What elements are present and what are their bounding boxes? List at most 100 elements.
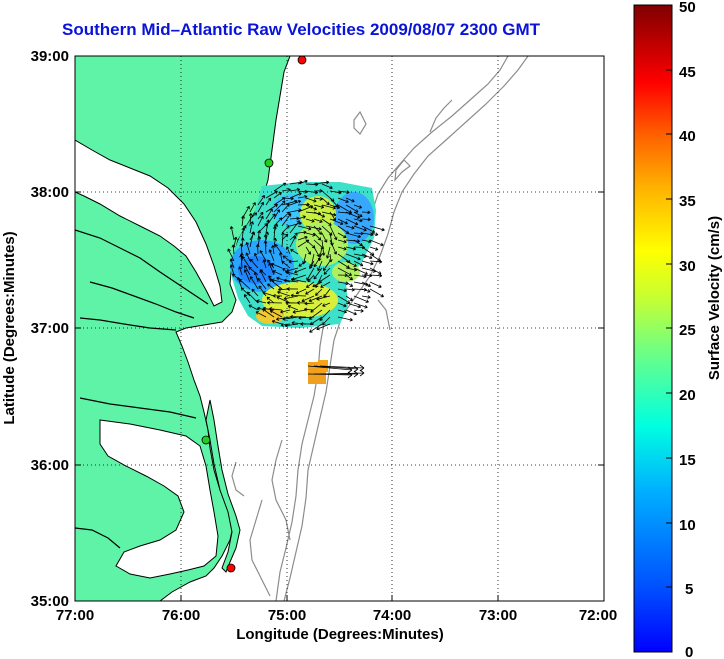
velocity-arrow — [313, 197, 323, 201]
velocity-arrow — [329, 239, 338, 255]
velocity-arrow — [353, 239, 363, 247]
velocity-arrow — [227, 248, 235, 262]
velocity-arrow — [361, 217, 371, 222]
velocity-arrow — [251, 288, 259, 297]
velocity-arrow — [283, 278, 299, 283]
velocity-arrow — [294, 267, 307, 274]
velocity-arrow — [321, 183, 333, 190]
station-marker — [201, 435, 211, 445]
velocity-arrow — [369, 225, 385, 232]
velocity-arrow — [322, 260, 331, 271]
velocity-arrow — [277, 290, 291, 297]
colorbar-ticks — [666, 4, 672, 588]
velocity-arrow — [298, 315, 315, 320]
velocity-arrow — [280, 309, 291, 314]
velocity-arrow — [313, 211, 326, 218]
velocity-arrow — [305, 232, 316, 237]
velocity-arrow — [241, 256, 251, 269]
velocity-arrow — [289, 192, 302, 199]
velocity-arrow — [369, 281, 382, 288]
velocity-arrow — [257, 201, 264, 213]
velocity-arrow — [290, 248, 299, 255]
velocity-arrow — [272, 270, 283, 276]
velocity-arrow — [241, 227, 246, 241]
velocity-arrow — [273, 197, 286, 206]
outer-banks — [205, 399, 241, 573]
tick-marks — [75, 191, 604, 601]
velocity-arrow — [249, 258, 259, 269]
velocity-arrow — [305, 225, 322, 231]
velocity-arrow — [282, 316, 299, 321]
velocity-arrow — [361, 281, 371, 287]
velocity-arrow — [329, 225, 338, 241]
velocity-arrow — [297, 205, 314, 213]
velocity-arrow — [304, 307, 315, 312]
velocity-arrow — [270, 262, 283, 269]
velocity-arrow — [345, 287, 355, 292]
velocity-arrow — [337, 197, 349, 204]
velocity-arrow — [369, 259, 383, 264]
velocity-arrow — [301, 295, 315, 303]
velocity-arrow — [353, 308, 364, 313]
velocity-arrow — [319, 369, 365, 377]
x-tick-label: 76:00 — [162, 607, 200, 624]
velocity-arrow — [289, 235, 297, 248]
velocity-arrow — [321, 239, 326, 256]
velocity-arrow — [262, 308, 275, 318]
velocity-arrow — [297, 239, 310, 248]
velocity-arrow — [337, 246, 347, 251]
velocity-arrow — [308, 295, 323, 303]
velocity-arrow — [281, 188, 291, 192]
velocity-arrow — [345, 204, 359, 213]
velocity-arrow — [259, 250, 267, 262]
velocity-arrow — [369, 239, 384, 247]
velocity-arrow — [229, 264, 235, 276]
velocity-arrow — [244, 264, 251, 276]
velocity-arrow — [248, 212, 253, 227]
velocity-arrow — [361, 295, 371, 299]
velocity-arrow — [257, 211, 264, 220]
velocity-arrow — [304, 301, 315, 306]
colorbar-tick-label: 5 — [685, 581, 693, 598]
velocity-arrow — [297, 179, 308, 185]
velocity-arrow — [337, 288, 347, 293]
velocity-arrow — [345, 232, 361, 239]
velocity-arrow — [321, 204, 336, 210]
velocity-arrow — [353, 211, 363, 218]
velocity-arrow — [290, 314, 307, 319]
velocity-arrow — [288, 259, 299, 264]
velocity-arrow — [231, 244, 236, 255]
river-potomac — [75, 229, 209, 305]
velocity-arrow — [345, 211, 361, 219]
velocity-arrow — [313, 204, 325, 209]
x-axis-label: Longitude (Degrees:Minutes) — [236, 626, 444, 643]
velocity-arrow — [253, 252, 259, 262]
velocity-arrow — [297, 194, 308, 199]
velocity-arrow — [285, 270, 299, 276]
velocity-arrow — [262, 291, 275, 297]
velocity-arrow — [345, 197, 355, 203]
velocity-arrow — [236, 276, 243, 290]
velocity-arrow — [257, 195, 265, 206]
velocity-arrow — [229, 258, 235, 269]
velocity-arrow — [305, 204, 317, 211]
velocity-arrow — [325, 246, 331, 259]
velocity-arrow — [273, 200, 286, 213]
velocity-arrow — [353, 267, 368, 275]
velocity-arrow — [345, 218, 359, 226]
velocity-arrow — [312, 281, 323, 288]
velocity-arrow — [238, 278, 251, 290]
velocity-arrow — [268, 262, 275, 276]
velocity-arrow — [243, 294, 251, 304]
velocity-arrow — [369, 273, 383, 278]
colorbar-label: Surface Velocity (cm/s) — [706, 216, 723, 380]
velocity-arrow — [280, 323, 291, 327]
velocity-arrow — [321, 197, 330, 206]
velocity-arrow — [306, 281, 315, 288]
velocity-arrow — [353, 204, 363, 209]
velocity-arrow — [309, 260, 315, 269]
x-tick-label: 77:00 — [56, 607, 94, 624]
velocity-arrow — [337, 309, 347, 314]
velocity-arrow — [257, 277, 267, 290]
velocity-arrow — [256, 299, 267, 304]
